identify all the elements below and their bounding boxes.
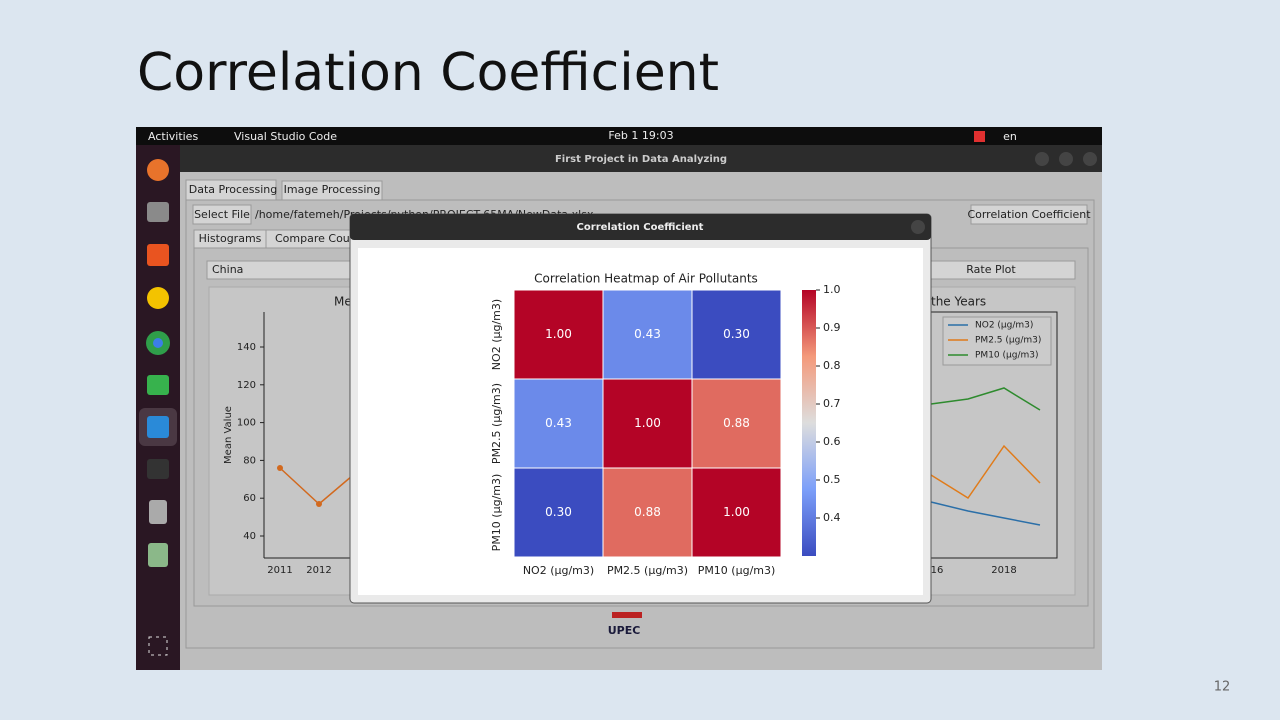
dialog-title: Correlation Coefficient [577,222,704,233]
heatmap-cell [691,289,782,380]
cell-label: 0.88 [634,505,661,519]
legend-label: PM2.5 (µg/m3) [975,336,1041,346]
y-tick-label: PM10 (µg/m3) [490,474,503,552]
colorbar-tick-label: 0.7 [823,397,841,410]
heatmap-cell [513,467,604,558]
cell-label: 0.43 [545,416,572,430]
left-plot-point [277,465,283,471]
maximize[interactable] [1059,152,1073,166]
left-plot-title: Me [334,295,352,309]
heatmap-cell [602,467,693,558]
apps-grid[interactable] [148,636,168,656]
heatmap-title: Correlation Heatmap of Air Pollutants [534,272,758,286]
cell-label: 1.00 [545,327,572,341]
x-tick-label: 16 [931,565,944,576]
app-name: Visual Studio Code [234,130,337,143]
rate-plot-label[interactable]: Rate Plot [966,263,1016,276]
page-number: 12 [1214,680,1231,695]
close[interactable] [1083,152,1097,166]
select-file-label[interactable]: Select File [194,208,250,221]
colorbar-tick-label: 0.8 [823,359,841,372]
files-icon[interactable] [147,202,169,222]
colorbar-tick-label: 0.6 [823,435,841,448]
heatmap-cell [691,467,782,558]
correlation-button-label[interactable]: Correlation Coefficient [967,208,1091,221]
tab-panel [185,199,1095,649]
dialog-close[interactable] [911,220,925,234]
dialog-titlebar [350,214,931,240]
cell-label: 1.00 [723,505,750,519]
cell-label: 0.43 [634,327,661,341]
software-icon[interactable] [147,244,169,266]
logo: UPEC [608,624,641,637]
record-icon [974,131,985,142]
y-tick-label: 100 [237,418,256,429]
x-tick-label: PM10 (µg/m3) [698,564,776,577]
y-tick-label: PM2.5 (µg/m3) [490,383,503,464]
language[interactable]: en [1003,130,1017,143]
cell-label: 1.00 [634,416,661,430]
y-tick-label: 80 [243,455,256,466]
terminal-icon[interactable] [147,459,169,479]
heatmap-cell [602,378,693,469]
x-tick-label: NO2 (µg/m3) [523,564,594,577]
cell-label: 0.30 [723,327,750,341]
legend-label: PM10 (µg/m3) [975,351,1039,361]
x-tick-label: 2018 [991,565,1016,576]
window-title: First Project in Data Analyzing [555,154,727,165]
topbar [136,127,1102,145]
x-tick-label: 2011 [267,565,292,576]
correlation-button[interactable] [970,204,1088,225]
y-tick-label: NO2 (µg/m3) [490,299,503,370]
left-y-label: Mean Value [223,406,234,464]
colorbar-tick-label: 0.4 [823,511,841,524]
window-titlebar [180,145,1102,172]
heatmap-cell [513,378,604,469]
vscode-icon[interactable] [147,416,169,438]
right-plot-line [930,501,1041,526]
right-plot-line [930,444,1041,500]
cell-label: 0.88 [723,416,750,430]
minimize[interactable] [1035,152,1049,166]
tab-label[interactable]: Image Processing [284,183,381,196]
left-plot-point [316,501,322,507]
trash-icon[interactable] [148,543,168,567]
heatmap-cell [602,289,693,380]
slide-title: Correlation Coefficient [137,43,719,103]
subtab-label[interactable]: Compare Count [275,232,362,245]
usb-icon[interactable] [149,500,167,524]
y-tick-label: 40 [243,531,256,542]
subtab-label[interactable]: Histograms [199,232,262,245]
datetime[interactable]: Feb 1 19:03 [608,129,673,142]
heatmap-cell [691,378,782,469]
colorbar [802,290,816,556]
y-tick-label: 60 [243,493,256,504]
app-icon[interactable] [147,375,169,395]
activities[interactable]: Activities [148,130,198,143]
colorbar-tick-label: 0.5 [823,473,841,486]
right-plot-line [930,387,1041,411]
dock [136,145,180,670]
logo-mark [612,612,642,618]
cell-label: 0.30 [545,505,572,519]
right-plot-title: the Years [931,295,986,309]
y-tick-label: 120 [237,380,256,391]
firefox-icon[interactable] [147,159,169,181]
x-tick-label: PM2.5 (µg/m3) [607,564,688,577]
country[interactable]: China [212,263,243,276]
rhythmbox-icon[interactable] [147,287,169,309]
y-tick-label: 140 [237,342,256,353]
x-tick-label: 2012 [306,565,331,576]
colorbar-tick-label: 1.0 [823,283,841,296]
colorbar-tick-label: 0.9 [823,321,841,334]
heatmap-cell [513,289,604,380]
chrome-center [153,338,163,348]
select-file-button[interactable] [192,204,252,225]
tab-label[interactable]: Data Processing [189,183,278,196]
legend-label: NO2 (µg/m3) [975,321,1033,331]
